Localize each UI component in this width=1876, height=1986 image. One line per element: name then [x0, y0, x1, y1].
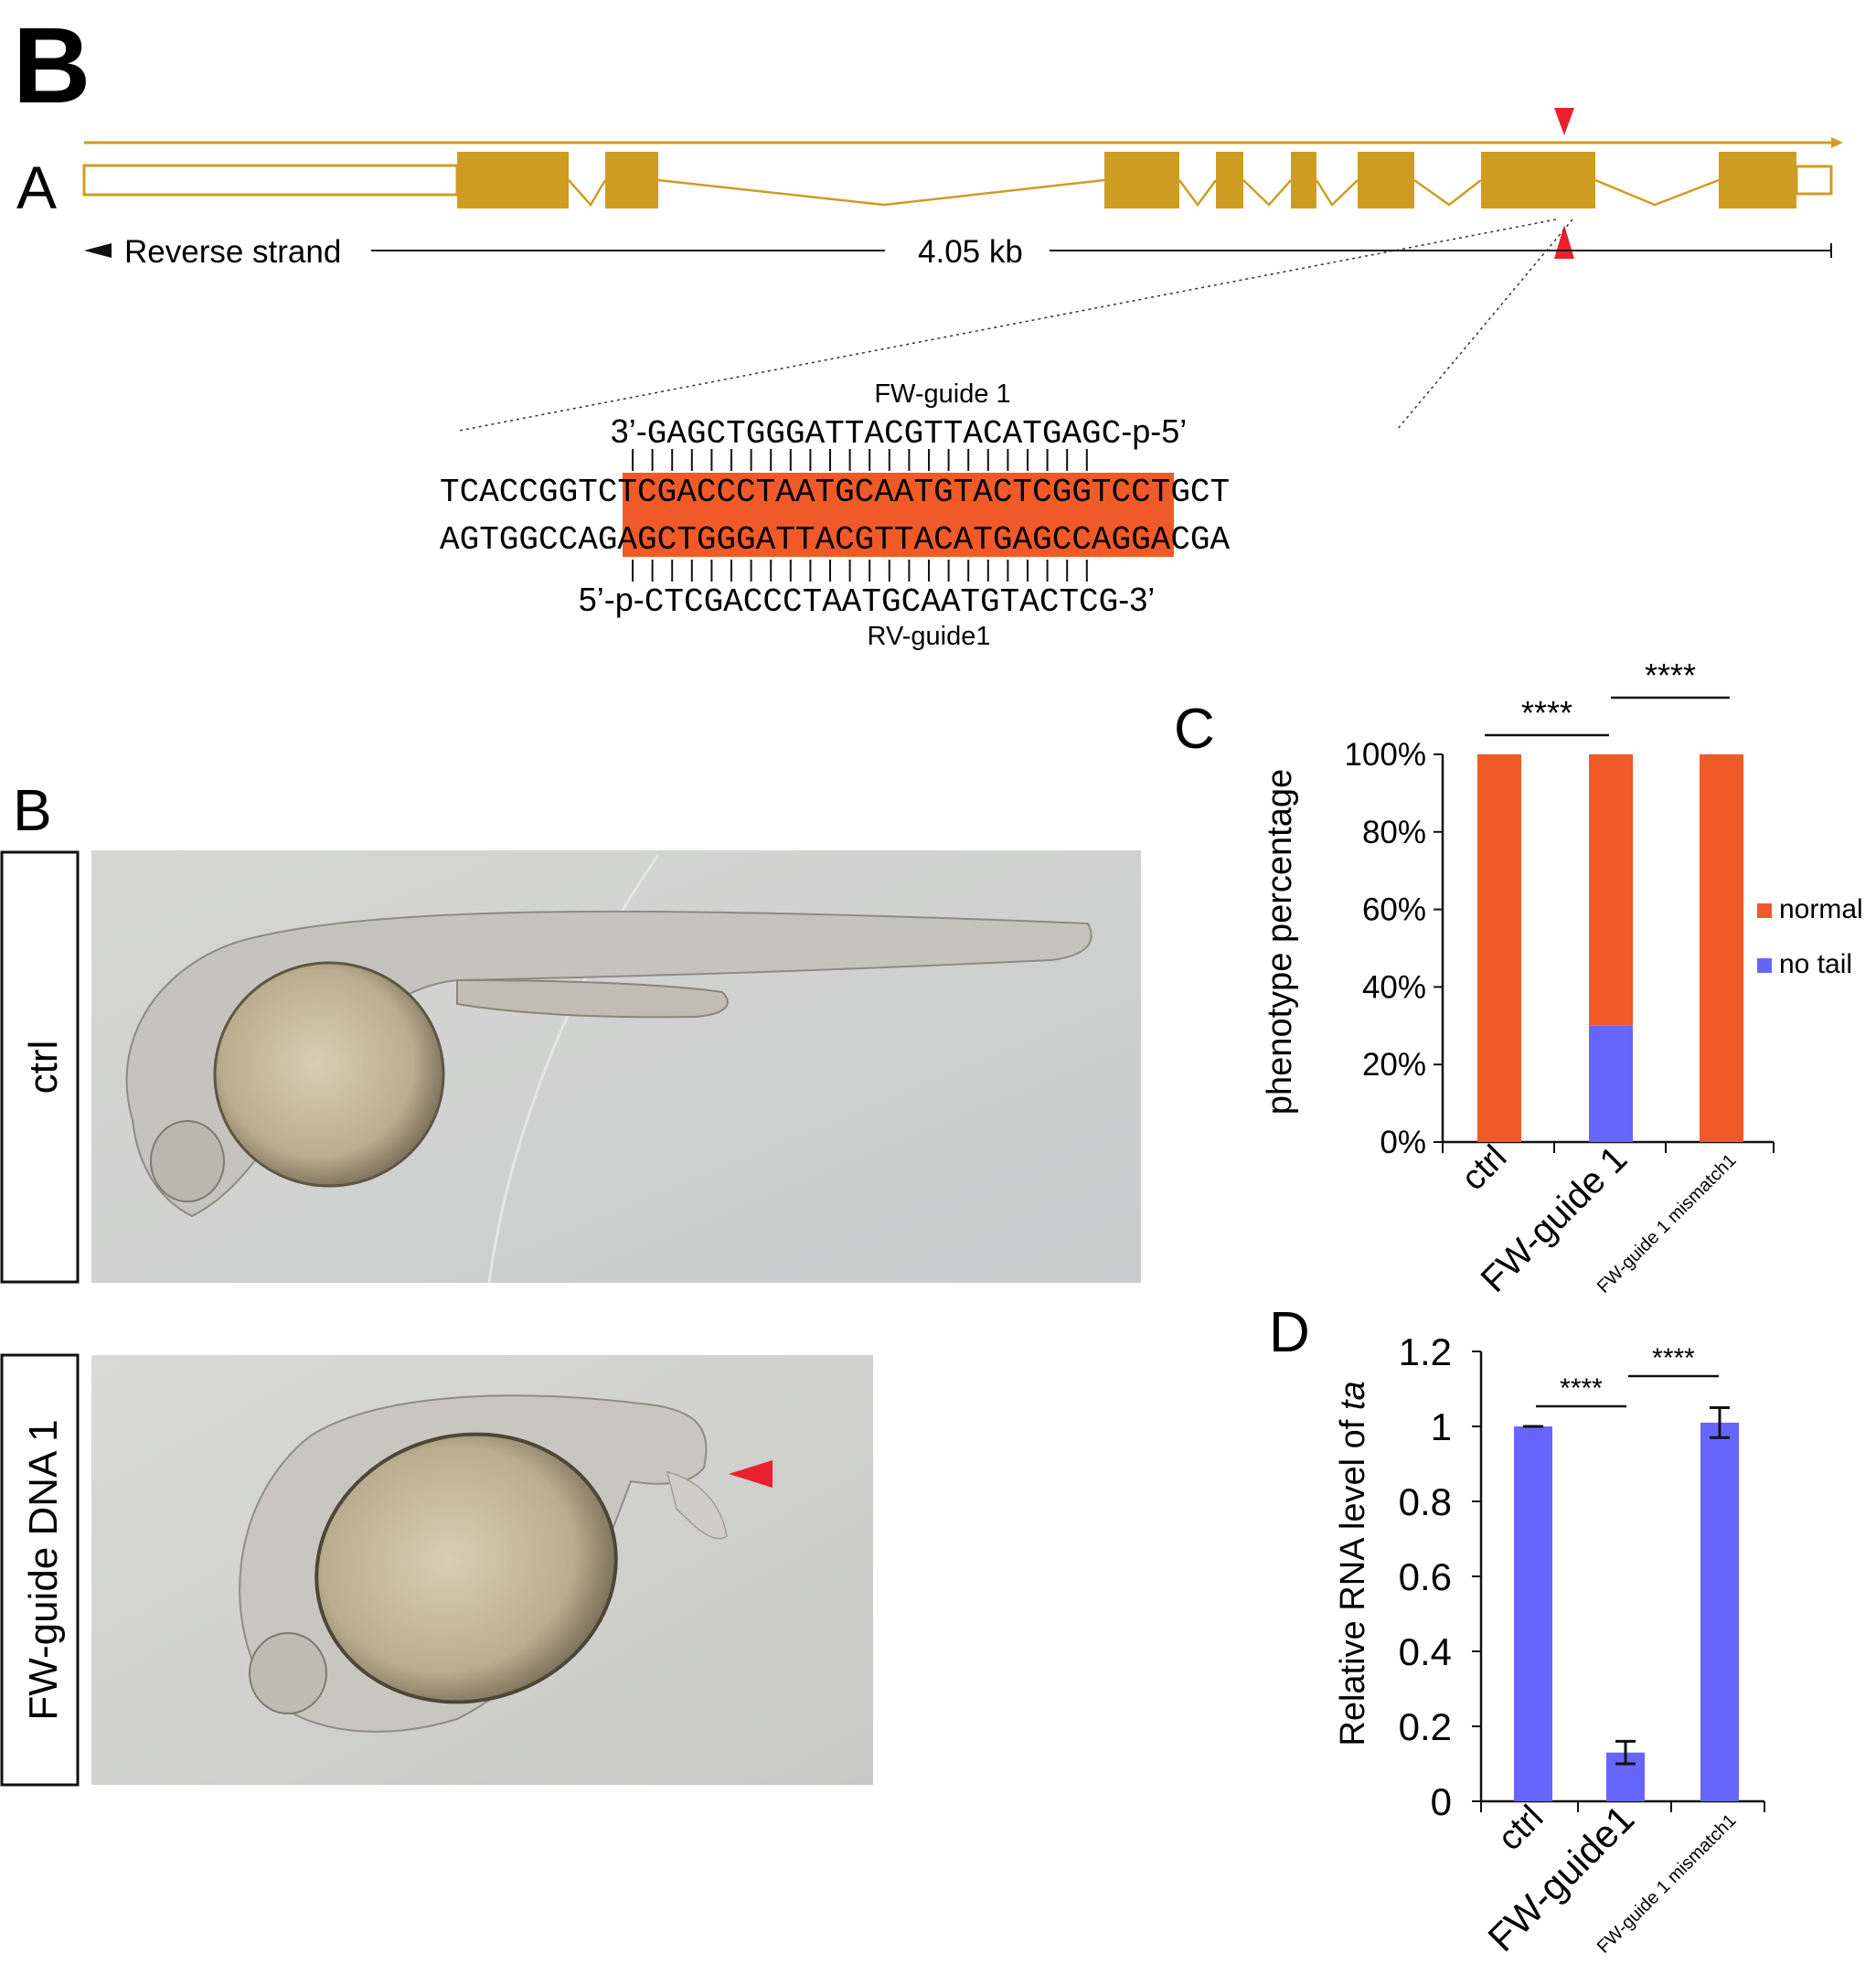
fw-guide-sequence: 3’-GAGCTGGGATTACGTTACATGAGC-p-5’	[611, 412, 1188, 453]
chartC-ytick-label: 80%	[1362, 815, 1426, 850]
chartC-bar-normal	[1589, 754, 1633, 1026]
chartC-ytick-label: 20%	[1362, 1047, 1426, 1083]
chartD-ytick-label: 0.4	[1399, 1630, 1452, 1673]
intron-4	[1242, 179, 1292, 207]
panel-letter-gene: A	[16, 154, 57, 221]
chartD-significance-label: ****	[1652, 1343, 1695, 1373]
chartC-legend-label: normal	[1779, 894, 1863, 924]
exon-2	[605, 152, 658, 208]
chartC-legend-swatch	[1757, 958, 1772, 973]
chartD-significance-label: ****	[1560, 1373, 1603, 1404]
zoom-line-left	[458, 219, 1557, 432]
chartC-ytick-label: 0%	[1380, 1125, 1426, 1160]
chartD-ytick-label: 0	[1431, 1780, 1452, 1823]
top-strand: TCACCGGTCTCGACCCTAATGCAATGTACTCGGTCCTGCT	[440, 474, 1230, 511]
fw-image-panel: FW-guide DNA 1	[0, 1353, 873, 1787]
ctrl-eye	[150, 1120, 225, 1202]
chorion-fiber	[487, 854, 660, 1284]
ctrl-yolk	[213, 961, 445, 1188]
fw-yolk	[314, 1432, 618, 1704]
ctrl-image-panel: ctrl	[0, 850, 1141, 1284]
panel-letter-rna: D	[1269, 1301, 1310, 1364]
chartC-bar-no-tail	[1589, 1025, 1633, 1142]
rna-level-chart: Relative RNA level of ta 0 0.2 0.4 0.6 0.8 1 1…	[1334, 1330, 1765, 1959]
exon-3	[1104, 152, 1179, 208]
length-label: 4.05 kb	[918, 234, 1023, 270]
chartC-ytick-label: 40%	[1362, 969, 1426, 1005]
exon-6	[1358, 152, 1414, 208]
exon-4	[1216, 152, 1243, 208]
chartD-bar	[1700, 1422, 1739, 1801]
bottom-strand: AGTGGCCAGAGCTGGGATTACGTTACATGAGCCAGGACGA	[440, 521, 1231, 559]
strand-label: Reverse strand	[124, 234, 341, 270]
chartC-bar-normal	[1477, 754, 1521, 1142]
gene-model: Reverse strand 4.05 kb	[82, 108, 1843, 432]
utr-right	[1795, 165, 1833, 196]
ctrl-label: ctrl	[21, 1041, 66, 1094]
chartC-significance-label: ****	[1645, 657, 1696, 694]
chartC-bar-normal	[1700, 754, 1743, 1142]
chartC-legend-label: no tail	[1779, 949, 1852, 979]
chartC-legend-swatch	[1757, 903, 1772, 918]
exon-1	[457, 152, 569, 208]
fw-label-box	[0, 1353, 80, 1787]
no-tail-arrow-icon	[729, 1460, 773, 1488]
intron-7	[1594, 178, 1720, 207]
chartD-ytick-label: 0.8	[1399, 1480, 1452, 1523]
phenotype-chart: phenotype percentage 0% 20% 40% 60% 80% 100% c…	[1261, 657, 1863, 1300]
fw-guide-label: FW-guide 1	[874, 379, 1010, 409]
chartC-ytick-label: 100%	[1344, 737, 1426, 773]
transcript-arrow-head	[1831, 137, 1843, 148]
intron-1	[568, 179, 607, 208]
base-pair-ticks-bottom	[632, 560, 1088, 582]
ctrl-label-box	[0, 850, 80, 1284]
base-pair-ticks-top	[632, 449, 1088, 471]
chartD-ytick-label: 1.2	[1399, 1330, 1452, 1373]
chartC-ylabel: phenotype percentage	[1261, 769, 1299, 1115]
panel-letter-images: B	[13, 777, 52, 843]
reverse-strand-arrow-icon	[84, 243, 112, 258]
chartC-significance-label: ****	[1521, 694, 1572, 731]
intron-6	[1413, 178, 1482, 207]
chartD-ylabel: Relative RNA level of ta	[1334, 1381, 1372, 1746]
sequence-block: FW-guide 1 3’-GAGCTGGGATTACGTTACATGAGC-p…	[440, 379, 1231, 651]
intron-2	[657, 178, 1105, 207]
panel-letter-top: B	[13, 5, 91, 126]
fw-eye	[249, 1632, 327, 1714]
fw-truncated-tail	[666, 1470, 728, 1540]
exon-7	[1481, 152, 1595, 208]
target-marker-top	[1554, 108, 1574, 135]
target-highlight	[623, 473, 1174, 557]
chartC-ytick-label: 60%	[1362, 892, 1426, 928]
chartC-category-label: ctrl	[1455, 1138, 1515, 1199]
ctrl-yolk-extension	[456, 978, 729, 1019]
zoom-line-right	[1396, 219, 1573, 431]
chartD-ytick-label: 0.6	[1399, 1555, 1452, 1598]
chartD-ytick-label: 0.2	[1399, 1705, 1452, 1748]
chartD-ytick-label: 1	[1431, 1405, 1452, 1448]
rv-guide-label: RV-guide1	[868, 622, 991, 651]
exon-8	[1719, 152, 1796, 208]
fw-label: FW-guide DNA 1	[21, 1419, 66, 1720]
rv-guide-sequence: 5’-p-CTCGACCCTAATGCAATGTACTCG-3’	[579, 581, 1156, 621]
intron-5	[1315, 179, 1359, 207]
chartD-bar	[1514, 1426, 1552, 1801]
chartD-category-label: ctrl	[1491, 1799, 1551, 1859]
intron-3	[1178, 179, 1218, 208]
exon-5	[1291, 152, 1316, 208]
panel-letter-bar: C	[1174, 698, 1215, 761]
utr-left	[82, 164, 459, 197]
